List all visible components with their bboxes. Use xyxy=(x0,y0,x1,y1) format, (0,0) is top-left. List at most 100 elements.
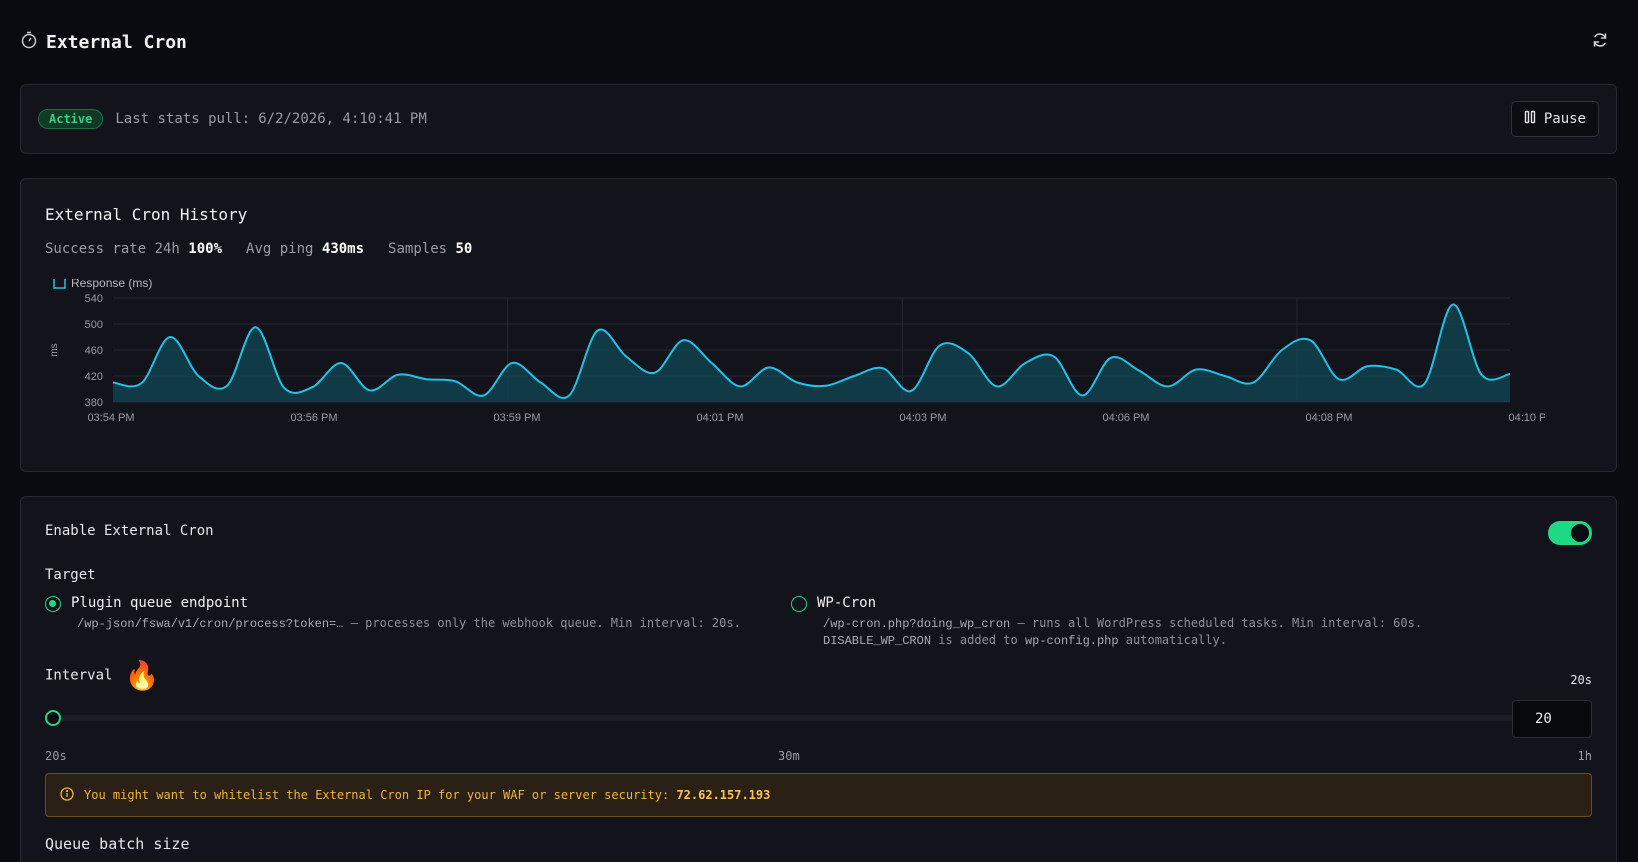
samples-stat: Samples 50 xyxy=(388,241,473,257)
data-point xyxy=(881,366,885,370)
data-point xyxy=(1365,364,1369,368)
data-point xyxy=(1479,373,1483,377)
y-tick-label: 540 xyxy=(85,293,103,305)
data-point xyxy=(1166,384,1170,388)
interval-tick-min: 20s xyxy=(45,749,67,763)
data-point xyxy=(1109,356,1113,360)
legend-label: Response (ms) xyxy=(71,279,152,290)
data-point xyxy=(1137,369,1141,373)
data-point xyxy=(510,361,514,365)
data-point xyxy=(1052,355,1056,359)
interval-label: Interval xyxy=(45,667,113,684)
data-point xyxy=(425,377,429,381)
data-point xyxy=(596,329,600,333)
data-point xyxy=(225,384,229,388)
data-point xyxy=(681,338,685,342)
data-point xyxy=(396,373,400,377)
data-point xyxy=(254,325,258,329)
data-point xyxy=(1337,377,1341,381)
history-card: External Cron History Success rate 24h 1… xyxy=(20,178,1617,472)
data-point xyxy=(1508,372,1512,376)
data-point xyxy=(624,355,628,359)
x-tick-label: 03:56 PM xyxy=(290,412,337,424)
data-point xyxy=(852,374,856,378)
whitelist-warning: You might want to whitelist the External… xyxy=(45,773,1592,817)
data-point xyxy=(995,384,999,388)
data-point xyxy=(453,379,457,383)
batch-size-label: Queue batch size xyxy=(45,835,190,853)
pause-icon xyxy=(1524,110,1536,128)
y-tick-label: 460 xyxy=(85,345,103,357)
data-point xyxy=(795,381,799,385)
data-point xyxy=(909,389,913,393)
interval-slider-thumb[interactable] xyxy=(45,710,61,726)
interval-display: 20s xyxy=(1570,673,1592,687)
data-point xyxy=(311,385,315,389)
data-point xyxy=(168,335,172,339)
data-point xyxy=(282,386,286,390)
data-point xyxy=(738,384,742,388)
page-title: External Cron xyxy=(46,31,187,53)
data-point xyxy=(966,351,970,355)
data-point xyxy=(111,381,115,385)
data-point xyxy=(1194,368,1198,372)
status-row: Active Last stats pull: 6/2/2026, 4:10:4… xyxy=(38,109,427,129)
interval-slider-track[interactable] xyxy=(45,715,1525,721)
target-label: Target xyxy=(45,567,96,583)
target-option-plugin[interactable]: Plugin queue endpoint /wp-json/fswa/v1/c… xyxy=(45,595,741,632)
target-option-wpcron[interactable]: WP-Cron /wp-cron.php?doing_wp_cron — run… xyxy=(791,595,1422,649)
warning-text: You might want to whitelist the External… xyxy=(84,788,771,802)
y-axis-label: ms xyxy=(49,343,60,356)
plugin-option-title: Plugin queue endpoint xyxy=(71,595,249,611)
radio-wpcron[interactable] xyxy=(791,596,807,612)
data-point xyxy=(368,388,372,392)
last-pull-value: 6/2/2026, 4:10:41 PM xyxy=(258,111,427,127)
data-point xyxy=(1023,361,1027,365)
x-tick-label: 03:54 PM xyxy=(87,412,134,424)
interval-tick-max: 1h xyxy=(1577,749,1592,763)
y-tick-label: 500 xyxy=(85,319,103,331)
data-point xyxy=(1280,348,1284,352)
plugin-option-desc: /wp-json/fswa/v1/cron/process?token=… — … xyxy=(77,616,741,631)
data-point xyxy=(1308,338,1312,342)
page-header: External Cron xyxy=(20,26,1618,58)
y-tick-label: 420 xyxy=(85,371,103,383)
data-point xyxy=(938,343,942,347)
x-tick-label: 04:08 PM xyxy=(1305,412,1352,424)
status-badge: Active xyxy=(38,109,104,129)
settings-card: Enable External Cron Target Plugin queue… xyxy=(20,496,1617,862)
data-point xyxy=(1422,382,1426,386)
wpcron-option-desc: /wp-cron.php?doing_wp_cron — runs all Wo… xyxy=(823,616,1423,648)
refresh-button[interactable] xyxy=(1586,28,1614,56)
data-point xyxy=(140,381,144,385)
data-point xyxy=(339,361,343,365)
data-point xyxy=(710,361,714,365)
series-area xyxy=(113,304,1510,402)
data-point xyxy=(1080,394,1084,398)
interval-tick-mid: 30m xyxy=(778,749,800,763)
avg-ping-stat: Avg ping 430ms xyxy=(246,241,365,257)
pause-label: Pause xyxy=(1543,111,1586,127)
timer-icon xyxy=(20,31,38,53)
info-icon xyxy=(60,786,74,804)
response-chart: 540 500 460 420 380 03:54 PM 03:56 PM 03:59 PM 0… xyxy=(49,279,1545,424)
warning-ip: 72.62.157.193 xyxy=(676,788,771,802)
data-point xyxy=(1223,374,1227,378)
wpcron-option-title: WP-Cron xyxy=(817,595,877,611)
interval-input[interactable] xyxy=(1512,700,1592,738)
history-stats: Success rate 24h 100% Avg ping 430ms Sam… xyxy=(45,241,472,257)
series-line xyxy=(112,303,1511,399)
data-point xyxy=(1451,303,1455,307)
radio-plugin[interactable] xyxy=(45,596,61,612)
legend-swatch xyxy=(53,279,66,289)
y-tick-label: 380 xyxy=(85,397,103,409)
data-point xyxy=(1394,368,1398,372)
enable-toggle[interactable] xyxy=(1548,521,1592,545)
data-point xyxy=(653,371,657,375)
header-left: External Cron xyxy=(20,31,187,53)
pause-button[interactable]: Pause xyxy=(1510,101,1599,137)
data-point xyxy=(482,394,486,398)
x-tick-label: 04:03 PM xyxy=(899,412,946,424)
last-pull-label: Last stats pull: xyxy=(115,111,251,127)
status-card: Active Last stats pull: 6/2/2026, 4:10:4… xyxy=(20,84,1617,154)
